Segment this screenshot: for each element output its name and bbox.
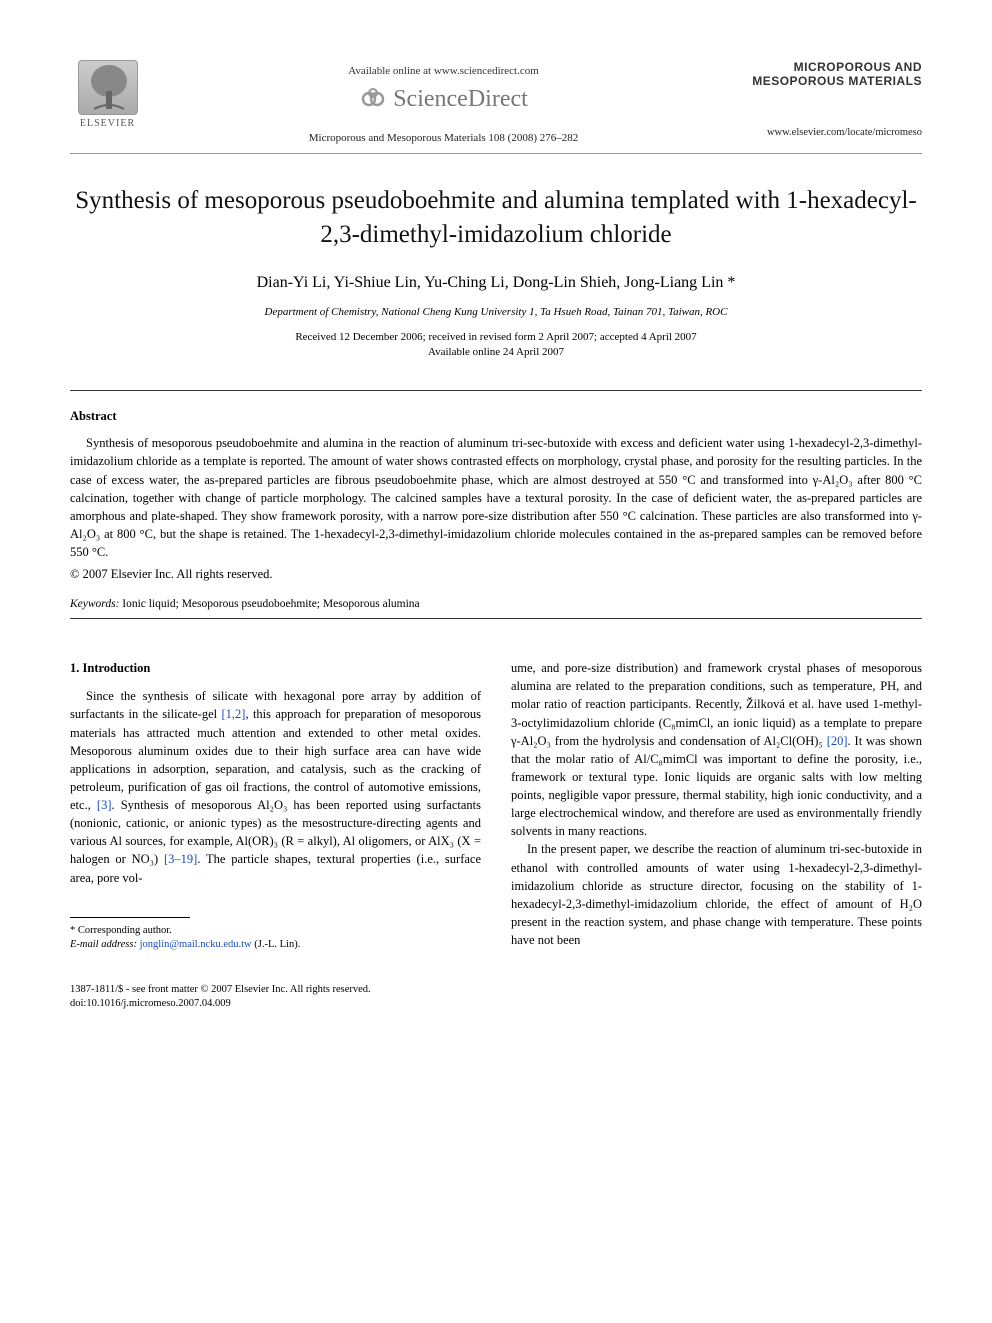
ref-link-20[interactable]: [20] [827,734,848,748]
journal-logo-line1: MICROPOROUS AND [742,60,922,74]
intro-paragraph-1: Since the synthesis of silicate with hex… [70,687,481,886]
keywords: Keywords: Ionic liquid; Mesoporous pseud… [70,598,922,610]
abstract-text: Synthesis of mesoporous pseudoboehmite a… [70,434,922,561]
affiliation: Department of Chemistry, National Cheng … [70,306,922,318]
sciencedirect-icon [359,85,387,113]
email-suffix: (J.-L. Lin). [252,939,301,950]
ref-link-3-19[interactable]: [3–19] [164,852,197,866]
left-column: 1. Introduction Since the synthesis of s… [70,659,481,1010]
header-right: MICROPOROUS AND MESOPOROUS MATERIALS www… [742,60,922,138]
body-columns: 1. Introduction Since the synthesis of s… [70,659,922,1010]
header-center: Available online at www.sciencedirect.co… [145,60,742,144]
publisher-name: ELSEVIER [80,118,135,129]
elsevier-tree-icon [78,60,138,115]
footnote-divider [70,917,190,918]
header: ELSEVIER Available online at www.science… [70,60,922,145]
sciencedirect-brand: ScienceDirect [359,85,528,113]
author-email[interactable]: jonglin@mail.ncku.edu.tw [140,939,252,950]
article-title: Synthesis of mesoporous pseudoboehmite a… [70,184,922,252]
intro-paragraph-2: In the present paper, we describe the re… [511,840,922,949]
keywords-text: Ionic liquid; Mesoporous pseudoboehmite;… [119,598,419,610]
bottom-meta: 1387-1811/$ - see front matter © 2007 El… [70,983,481,1010]
ref-link-1-2[interactable]: [1,2] [221,707,245,721]
abstract-top-divider [70,390,922,391]
journal-reference: Microporous and Mesoporous Materials 108… [145,132,742,144]
intro-text-2b: . It was shown that the molar ratio of A… [511,734,922,839]
keywords-label: Keywords: [70,598,119,610]
authors: Dian-Yi Li, Yi-Shiue Lin, Yu-Ching Li, D… [70,274,922,292]
header-divider [70,153,922,154]
right-column: ume, and pore-size distribution) and fra… [511,659,922,1010]
elsevier-logo: ELSEVIER [70,60,145,145]
journal-logo-line2: MESOPOROUS MATERIALS [742,74,922,88]
copyright: © 2007 Elsevier Inc. All rights reserved… [70,567,922,582]
corresponding-author: * Corresponding author. [70,924,481,939]
received-date: Received 12 December 2006; received in r… [70,330,922,345]
doi-line: doi:10.1016/j.micromeso.2007.04.009 [70,997,481,1011]
sciencedirect-text: ScienceDirect [393,86,528,113]
abstract-heading: Abstract [70,409,922,424]
journal-url: www.elsevier.com/locate/micromeso [742,127,922,138]
issn-line: 1387-1811/$ - see front matter © 2007 El… [70,983,481,997]
available-online-text: Available online at www.sciencedirect.co… [145,65,742,77]
footnote: * Corresponding author. E-mail address: … [70,924,481,953]
introduction-heading: 1. Introduction [70,659,481,677]
ref-link-3[interactable]: [3] [97,798,112,812]
intro-paragraph-1-cont: ume, and pore-size distribution) and fra… [511,659,922,840]
available-online-date: Available online 24 April 2007 [70,345,922,360]
email-line: E-mail address: jonglin@mail.ncku.edu.tw… [70,938,481,953]
journal-logo: MICROPOROUS AND MESOPOROUS MATERIALS [742,60,922,89]
intro-text-1b: , this approach for preparation of mesop… [70,707,481,812]
article-dates: Received 12 December 2006; received in r… [70,330,922,361]
email-label: E-mail address: [70,939,140,950]
abstract-bottom-divider [70,618,922,619]
